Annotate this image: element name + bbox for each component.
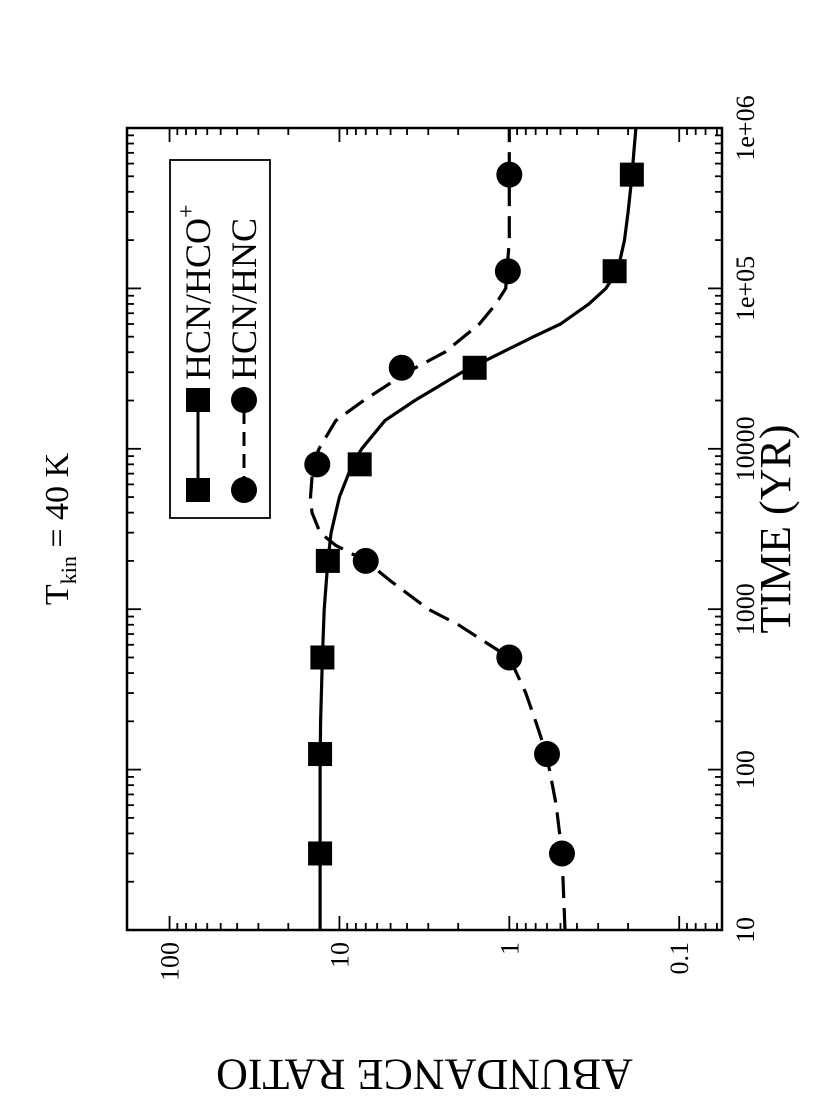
y-tick-label: 1: [495, 942, 524, 955]
series-line-1: [318, 127, 638, 930]
square-marker: [462, 355, 487, 380]
x-tick-label: 1e+06: [731, 95, 760, 160]
square-marker: [347, 452, 372, 477]
y-tick-label: 0.1: [665, 942, 694, 975]
legend-label-sup: +: [174, 204, 200, 218]
rotated-plot: 10 100 1000 10000 1e+05 1e+06 0.1 1 10 100 Tkin =…: [39, 95, 800, 1099]
chart-title: Tkin = 40 K: [39, 452, 81, 605]
x-axis-label: TIME (YR): [751, 425, 800, 634]
plot-frame: [125, 126, 724, 932]
legend-label-text: HCN/HNC: [224, 218, 264, 380]
chart-title-sub: kin: [56, 556, 81, 584]
legend-label-1: HCN/HCO+: [174, 204, 218, 380]
legend-label-2: HCN/HNC: [224, 218, 264, 380]
x-tick-label: 1000: [731, 583, 760, 635]
legend-circle-marker: [231, 477, 257, 503]
legend-items: HCN/HCO+HCN/HNC: [174, 204, 264, 503]
circle-marker: [548, 840, 575, 867]
chart-title-rest: = 40 K: [39, 452, 76, 556]
square-marker: [310, 645, 335, 670]
square-marker: [315, 548, 340, 573]
square-marker: [308, 841, 333, 866]
square-marker: [619, 162, 644, 187]
legend-label-text: HCN/HCO: [178, 218, 218, 380]
circle-marker: [304, 451, 331, 478]
legend-square-marker: [186, 388, 210, 412]
y-tick-label: 100: [156, 942, 185, 981]
tick-labels: 10 100 1000 10000 1e+05 1e+06 0.1 1 10 100: [156, 95, 760, 981]
series-line-2: [308, 128, 567, 931]
circle-marker: [494, 258, 521, 285]
legend-square-marker: [186, 478, 210, 502]
y-tick-label: 10: [325, 942, 354, 968]
series-curves: [308, 127, 638, 931]
legend-circle-marker: [231, 387, 257, 413]
circle-marker: [352, 547, 379, 574]
x-tick-label: 1e+05: [731, 256, 760, 321]
x-tick-label: 10: [731, 917, 760, 943]
circle-marker: [496, 161, 523, 188]
square-marker: [602, 259, 627, 284]
square-marker: [308, 742, 333, 767]
circle-marker: [388, 354, 415, 381]
circle-marker: [496, 644, 523, 671]
series-markers: [304, 161, 644, 867]
legend-box: [169, 159, 271, 519]
legend: HCN/HCO+HCN/HNC: [169, 159, 271, 519]
x-tick-label: 10000: [731, 416, 760, 481]
chart-title-main: T: [39, 584, 76, 605]
y-axis-label: ABUNDANCE RATIO: [216, 1050, 633, 1099]
circle-marker: [534, 741, 561, 768]
x-tick-label: 100: [731, 750, 760, 789]
